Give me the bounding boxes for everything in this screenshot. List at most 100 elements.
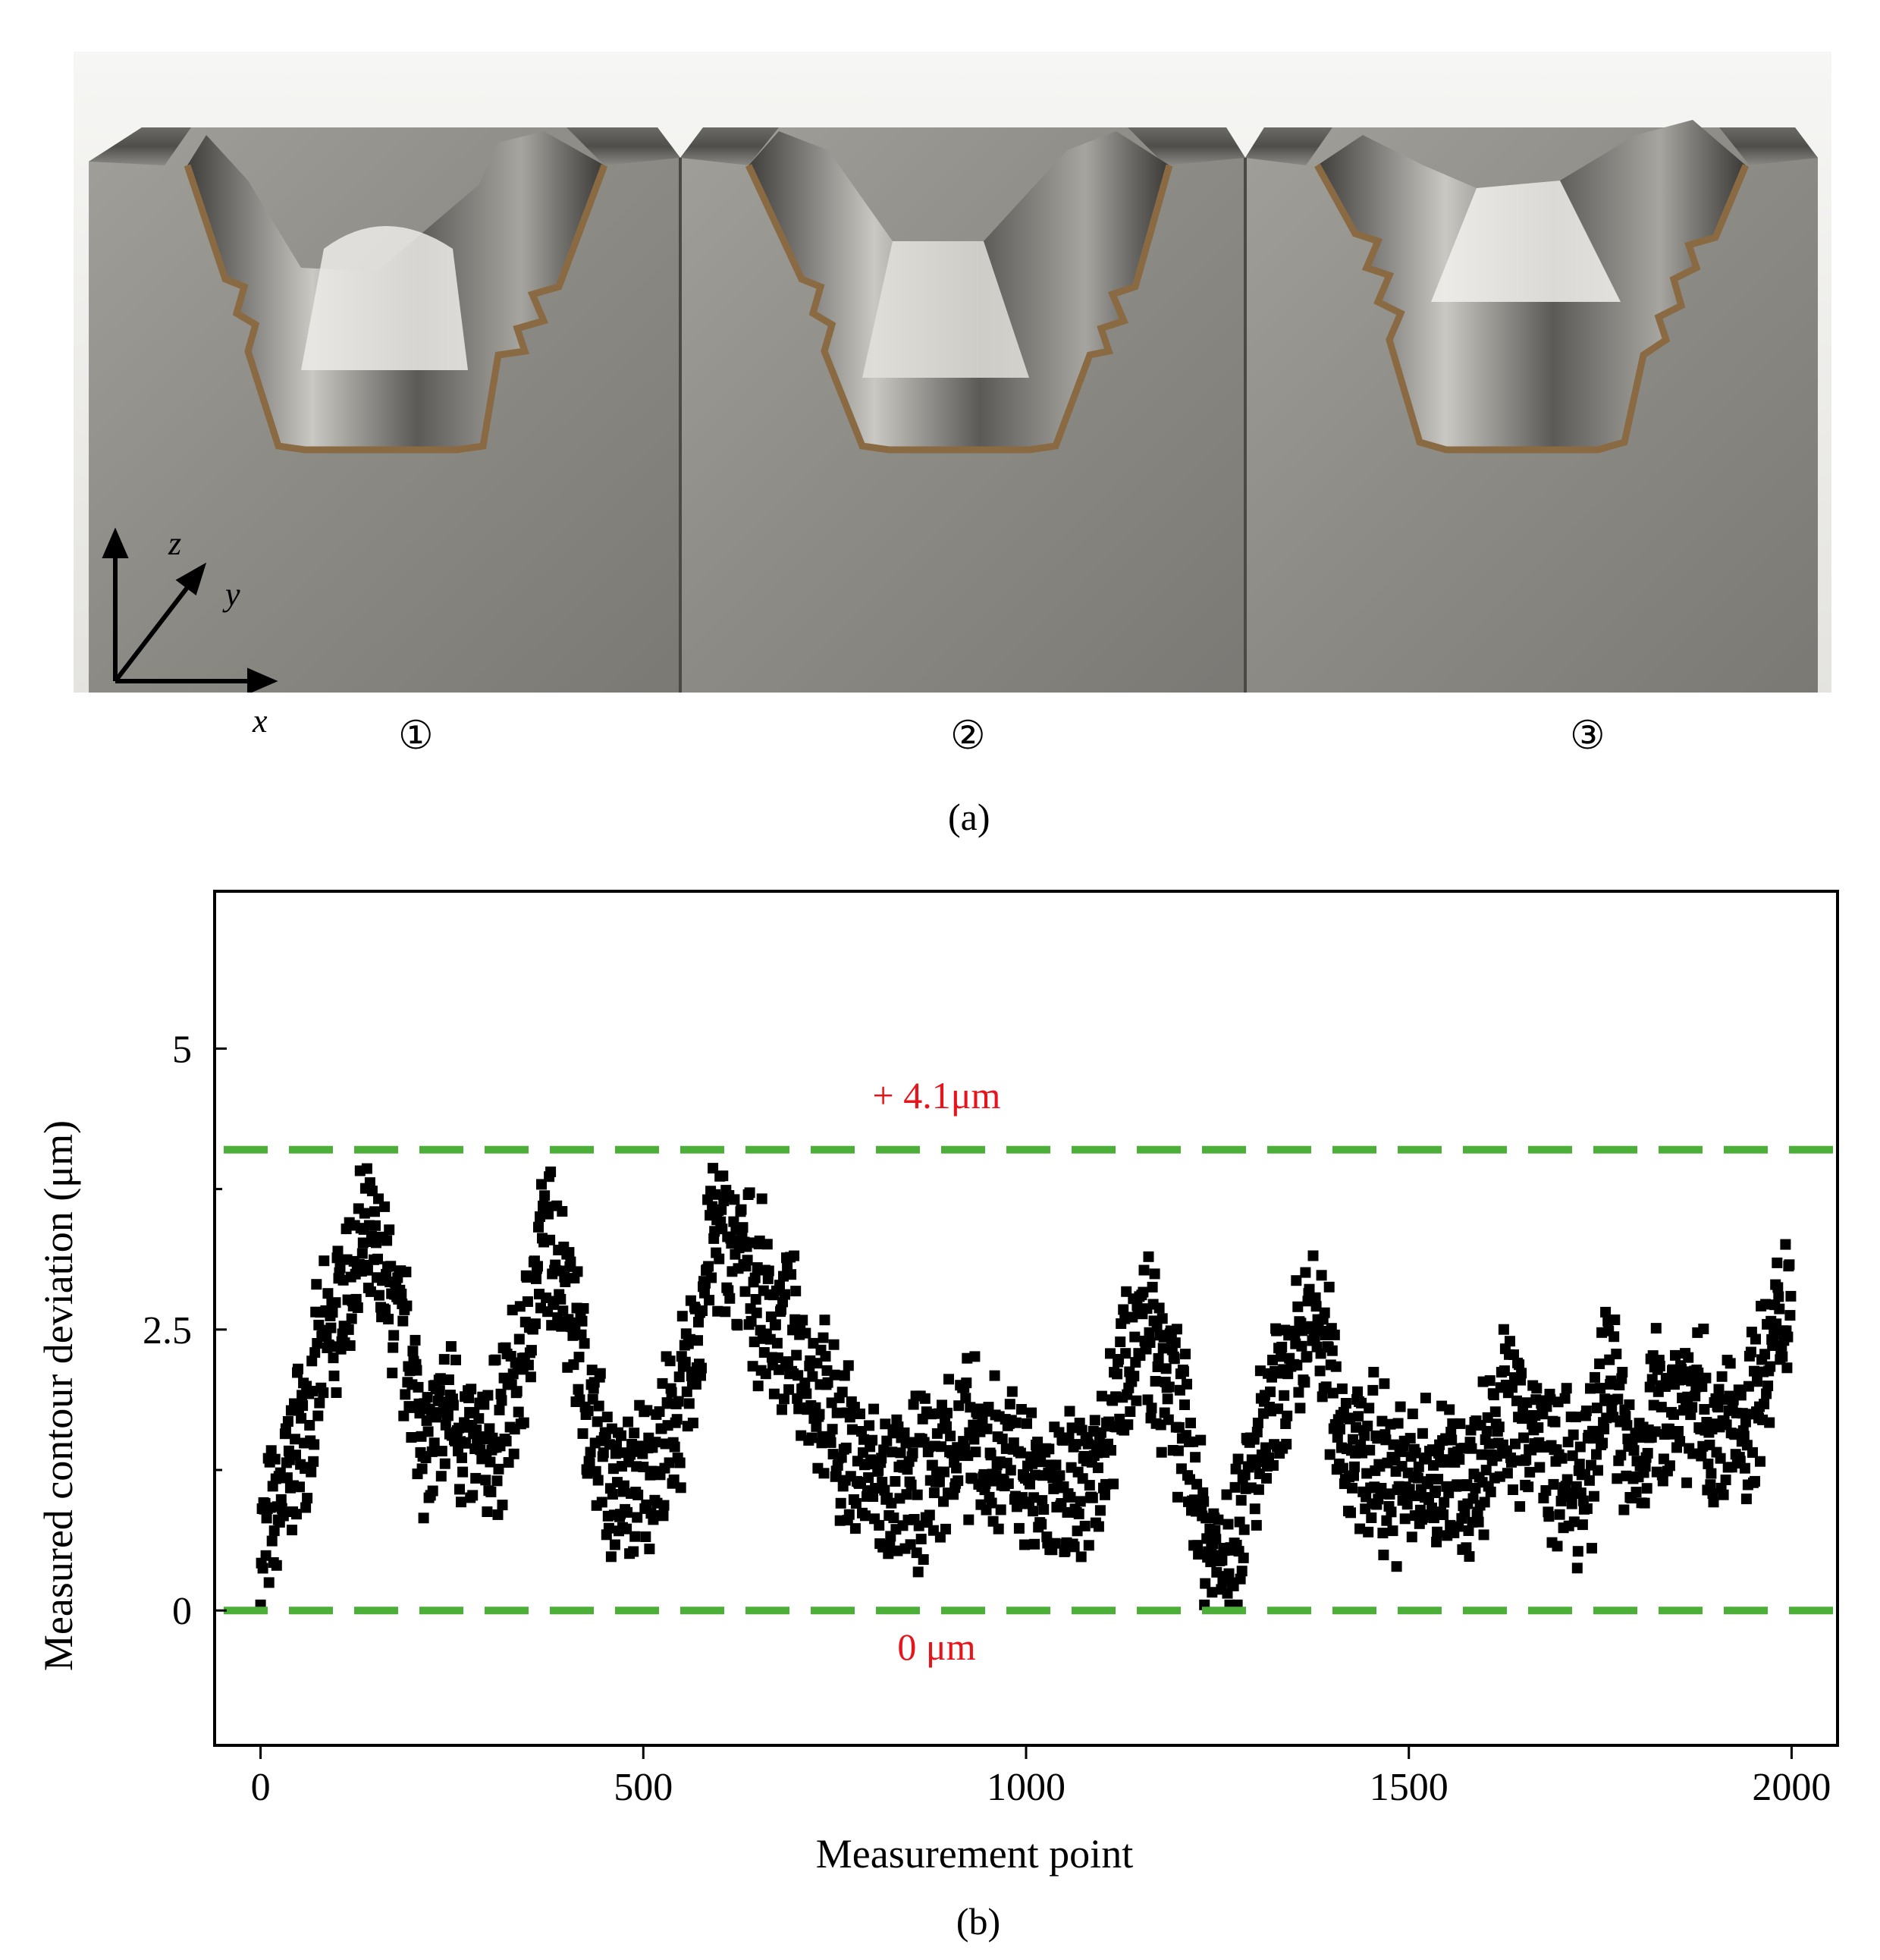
- data-point: [442, 1410, 454, 1421]
- data-point: [867, 1434, 878, 1446]
- data-point: [1142, 1394, 1153, 1406]
- data-point: [1410, 1447, 1421, 1459]
- data-point: [1755, 1456, 1765, 1467]
- data-point: [1459, 1507, 1470, 1518]
- data-point: [1641, 1483, 1652, 1494]
- data-point: [706, 1272, 717, 1283]
- data-point: [1292, 1301, 1304, 1312]
- data-point: [1291, 1275, 1302, 1286]
- data-point: [1261, 1472, 1272, 1484]
- data-point: [986, 1497, 997, 1509]
- data-point: [482, 1390, 494, 1401]
- data-point: [1514, 1359, 1525, 1371]
- data-point: [398, 1410, 410, 1421]
- data-point: [690, 1379, 701, 1390]
- reference-lines: + 4.1μm 0 μm: [224, 1074, 1838, 1668]
- data-point: [525, 1371, 536, 1383]
- data-point: [1624, 1399, 1635, 1410]
- data-point: [306, 1466, 317, 1478]
- data-point: [1192, 1540, 1204, 1551]
- data-point: [1760, 1299, 1772, 1310]
- data-point: [1279, 1390, 1290, 1401]
- data-point: [1050, 1538, 1061, 1549]
- data-point: [327, 1307, 338, 1318]
- data-point: [850, 1498, 862, 1509]
- data-point: [356, 1248, 368, 1259]
- data-point: [1349, 1461, 1360, 1472]
- data-point: [607, 1489, 618, 1500]
- data-point: [1160, 1363, 1172, 1374]
- data-point: [1295, 1402, 1306, 1414]
- data-point: [1082, 1438, 1094, 1450]
- data-point: [1324, 1449, 1335, 1460]
- data-point: [1293, 1387, 1304, 1398]
- data-point: [1094, 1505, 1106, 1516]
- data-point: [951, 1462, 962, 1474]
- data-point: [1281, 1438, 1292, 1450]
- data-point: [1253, 1484, 1264, 1495]
- data-point: [1493, 1421, 1505, 1433]
- data-point: [1511, 1395, 1522, 1406]
- data-point: [1314, 1365, 1326, 1377]
- data-point: [1265, 1386, 1276, 1397]
- data-point: [1368, 1367, 1379, 1377]
- data-point: [605, 1551, 617, 1563]
- data-point: [780, 1289, 790, 1300]
- data-point: [770, 1319, 781, 1330]
- data-point: [494, 1404, 505, 1415]
- data-point: [1300, 1267, 1311, 1278]
- data-point: [1531, 1383, 1543, 1394]
- data-point: [384, 1224, 395, 1236]
- data-point: [1022, 1418, 1032, 1429]
- data-point: [941, 1421, 952, 1432]
- data-point: [771, 1337, 783, 1349]
- data-point: [1752, 1376, 1762, 1387]
- data-point: [1597, 1437, 1609, 1449]
- data-point: [1453, 1521, 1464, 1532]
- data-point: [328, 1352, 339, 1364]
- data-point: [268, 1525, 280, 1537]
- data-point: [598, 1447, 609, 1459]
- specimen-label-3: ③: [1570, 715, 1605, 758]
- data-point: [1583, 1475, 1595, 1486]
- data-point: [632, 1512, 643, 1523]
- data-point: [687, 1418, 698, 1428]
- data-point: [888, 1512, 899, 1524]
- panel-b-caption: (b): [956, 1900, 1000, 1943]
- data-point: [1354, 1523, 1366, 1534]
- data-point: [555, 1293, 567, 1305]
- data-point: [900, 1437, 912, 1449]
- data-point: [855, 1409, 865, 1419]
- data-point: [352, 1302, 363, 1313]
- data-point: [1355, 1439, 1367, 1450]
- data-point: [1759, 1349, 1771, 1360]
- data-point: [1029, 1538, 1040, 1550]
- data-point: [1118, 1304, 1129, 1315]
- data-point: [518, 1417, 529, 1428]
- x-tick-label: 1500: [1370, 1766, 1448, 1809]
- data-point: [953, 1475, 964, 1487]
- data-point: [750, 1294, 761, 1305]
- data-point: [693, 1317, 704, 1328]
- data-point: [679, 1356, 691, 1368]
- data-point: [1571, 1563, 1583, 1574]
- data-point: [388, 1330, 400, 1341]
- data-point: [1523, 1481, 1534, 1493]
- data-point: [989, 1370, 1000, 1381]
- data-point: [1700, 1372, 1712, 1384]
- data-point: [1446, 1434, 1458, 1446]
- data-point: [1015, 1447, 1026, 1459]
- data-point: [1574, 1459, 1585, 1470]
- data-point: [592, 1475, 604, 1486]
- data-point: [683, 1398, 695, 1409]
- data-point: [628, 1546, 639, 1557]
- data-point: [511, 1386, 523, 1397]
- data-point: [1005, 1465, 1016, 1476]
- data-point: [426, 1446, 438, 1457]
- specimen-label-1: ①: [398, 715, 434, 758]
- data-point: [1180, 1349, 1191, 1360]
- data-point: [513, 1333, 525, 1345]
- data-point: [557, 1206, 568, 1217]
- data-point: [1572, 1546, 1583, 1557]
- data-point: [1138, 1286, 1149, 1298]
